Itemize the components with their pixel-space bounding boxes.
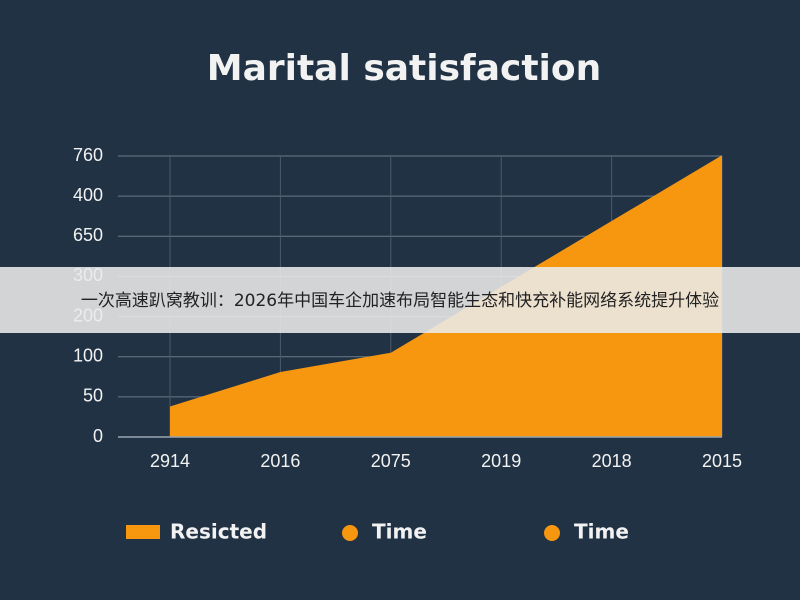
legend-label: Time bbox=[574, 520, 629, 544]
y-tick-label: 50 bbox=[83, 386, 103, 406]
y-tick-label: 400 bbox=[73, 185, 103, 205]
overlay-banner bbox=[0, 267, 800, 333]
y-tick-label: 760 bbox=[73, 145, 103, 165]
chart-title: Marital satisfaction bbox=[207, 48, 602, 89]
y-tick-label: 650 bbox=[73, 225, 103, 245]
area bbox=[170, 155, 722, 437]
legend-marker bbox=[342, 525, 358, 541]
y-tick-label: 0 bbox=[93, 426, 103, 446]
x-tick-label: 2018 bbox=[592, 451, 632, 471]
x-tick-label: 2019 bbox=[481, 451, 521, 471]
legend-swatch bbox=[126, 525, 160, 539]
x-tick-label: 2914 bbox=[150, 451, 190, 471]
legend-label: Resicted bbox=[170, 520, 267, 544]
x-tick-label: 2075 bbox=[371, 451, 411, 471]
legend-marker bbox=[544, 525, 560, 541]
y-tick-label: 100 bbox=[73, 345, 103, 365]
banner-text: 一次高速趴窝教训：2026年中国车企加速布局智能生态和快充补能网络系统提升体验 bbox=[81, 291, 719, 311]
legend-label: Time bbox=[372, 520, 427, 544]
x-tick-label: 2016 bbox=[260, 451, 300, 471]
x-tick-label: 2015 bbox=[702, 451, 742, 471]
